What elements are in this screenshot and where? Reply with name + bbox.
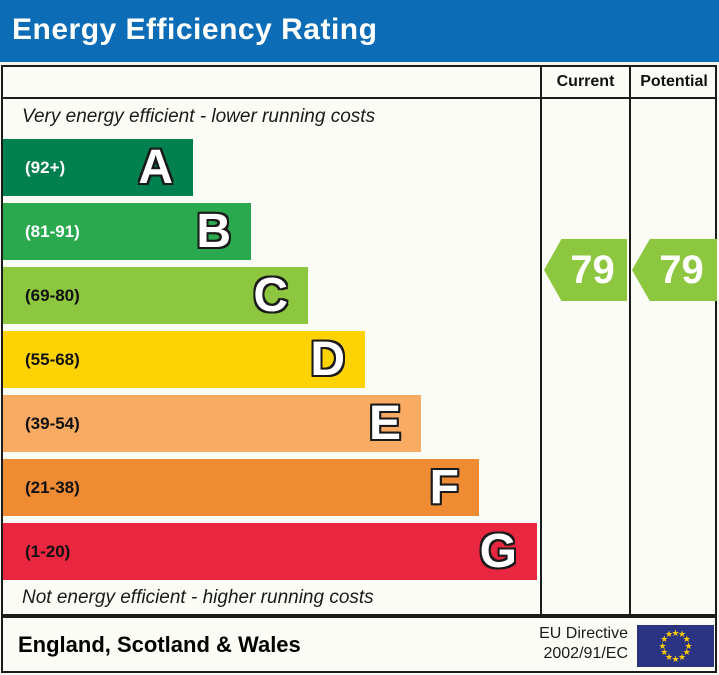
potential-rating-arrow: 79	[632, 239, 717, 301]
eu-flag-star: ★	[660, 634, 669, 644]
eu-flag-star: ★	[671, 653, 680, 664]
band-E: (39-54) E	[3, 395, 421, 452]
eu-directive-line1: EU Directive	[539, 625, 628, 642]
band-letter: C	[253, 268, 288, 322]
band-range-label: (55-68)	[25, 349, 80, 369]
band-range-label: (21-38)	[25, 477, 80, 497]
band-range-label: (69-80)	[25, 285, 80, 305]
eu-flag-star: ★	[671, 627, 680, 638]
current-rating-arrow: 79	[544, 239, 627, 301]
note-not-efficient: Not energy efficient - higher running co…	[22, 587, 374, 608]
eu-flag-star: ★	[682, 634, 691, 644]
page-title: Energy Efficiency Rating	[12, 13, 378, 46]
eu-flag-star: ★	[682, 647, 691, 657]
band-range-label: (1-20)	[25, 541, 71, 561]
band-C: (69-80) C	[3, 267, 308, 324]
eu-directive-label: EU Directive 2002/91/EC	[440, 624, 628, 664]
current-rating-value: 79	[570, 248, 615, 292]
eu-flag-star: ★	[677, 651, 687, 662]
column-header-current: Current	[556, 73, 615, 90]
band-D: (55-68) D	[3, 331, 365, 388]
band-letter: B	[196, 204, 231, 258]
band-G: (1-20) G	[3, 523, 537, 580]
eu-directive-line2: 2002/91/EC	[543, 645, 628, 662]
eu-flag-star: ★	[658, 640, 667, 651]
footer-region-label: England, Scotland & Wales	[18, 632, 301, 657]
band-F: (21-38) F	[3, 459, 479, 516]
column-separator-current	[540, 65, 542, 616]
band-letter: G	[479, 524, 517, 578]
header-underline	[1, 97, 717, 99]
eu-flag-star: ★	[684, 640, 693, 651]
band-range-label: (92+)	[25, 157, 66, 177]
title-bar: Energy Efficiency Rating	[0, 0, 719, 62]
eu-flag-star: ★	[677, 629, 687, 640]
band-letter: E	[368, 396, 401, 450]
band-A: (92+) A	[3, 139, 193, 196]
band-letter: A	[138, 140, 173, 194]
column-header-potential: Potential	[640, 73, 708, 90]
band-range-label: (39-54)	[25, 413, 80, 433]
footer-frame	[1, 616, 717, 673]
potential-rating-value: 79	[659, 248, 704, 292]
band-B: (81-91) B	[3, 203, 251, 260]
band-range-label: (81-91)	[25, 221, 80, 241]
eu-flag-icon: ★ ★ ★ ★ ★ ★ ★ ★ ★ ★ ★ ★	[637, 625, 714, 667]
eu-flag-star: ★	[664, 651, 674, 662]
eu-flag-star: ★	[660, 647, 669, 657]
note-very-efficient: Very energy efficient - lower running co…	[22, 106, 376, 127]
title-divider	[0, 62, 719, 65]
eu-flag-star: ★	[664, 629, 674, 640]
column-separator-potential	[629, 65, 631, 616]
band-letter: D	[310, 332, 345, 386]
band-letter: F	[429, 460, 459, 514]
